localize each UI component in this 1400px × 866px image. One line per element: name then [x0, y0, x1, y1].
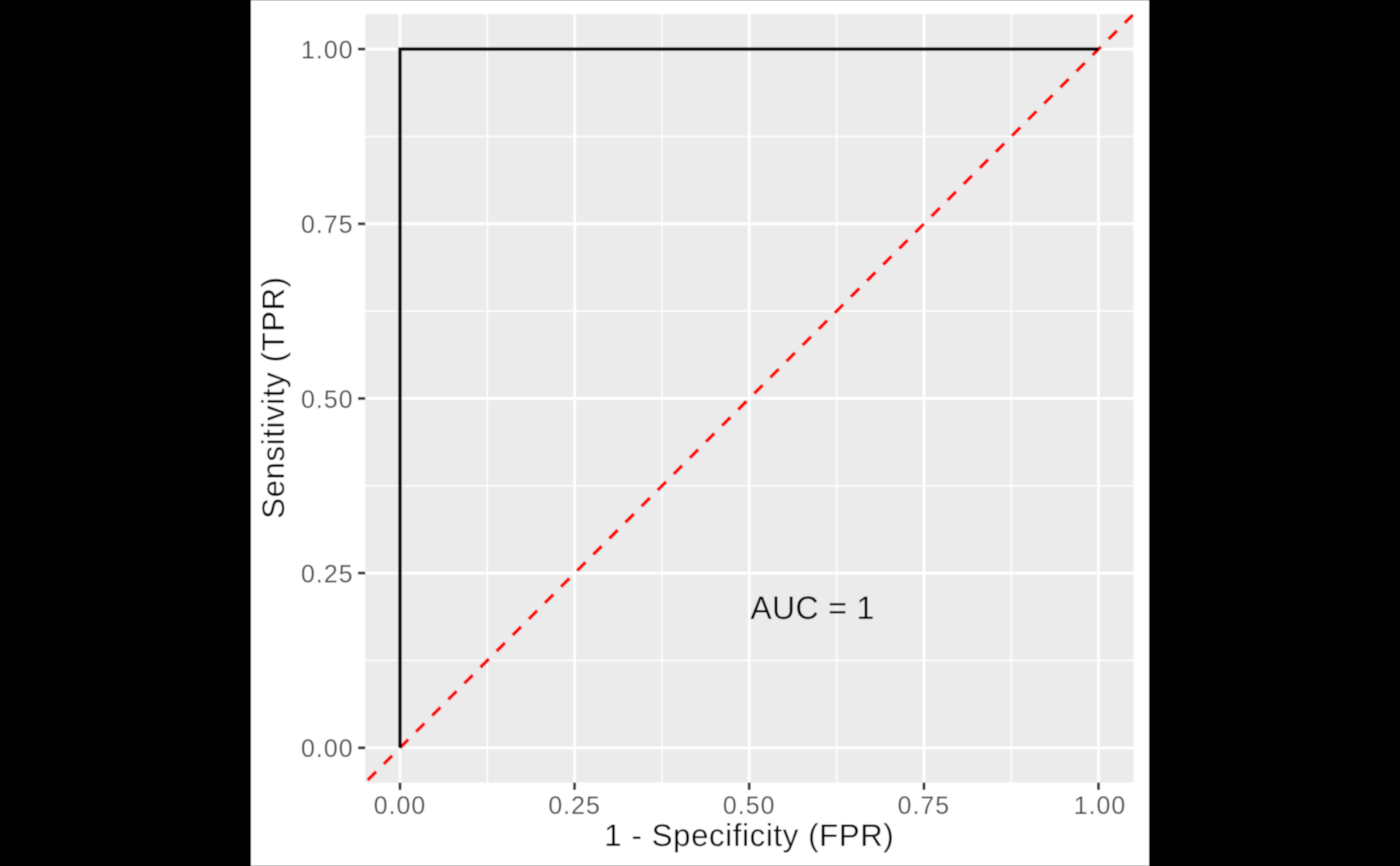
svg-text:0.00: 0.00: [301, 736, 354, 763]
svg-text:0.75: 0.75: [301, 212, 354, 239]
svg-text:0.75: 0.75: [898, 793, 951, 820]
svg-text:0.50: 0.50: [723, 793, 776, 820]
svg-text:0.25: 0.25: [548, 793, 601, 820]
svg-text:0.50: 0.50: [301, 387, 354, 414]
svg-text:1.00: 1.00: [1074, 793, 1127, 820]
svg-text:AUC = 1: AUC = 1: [750, 590, 874, 626]
svg-text:0.00: 0.00: [374, 793, 427, 820]
svg-text:0.25: 0.25: [301, 561, 354, 588]
svg-text:1.00: 1.00: [301, 37, 354, 64]
svg-text:Sensitivity (TPR): Sensitivity (TPR): [256, 276, 291, 519]
svg-text:1 - Specificity (FPR): 1 - Specificity (FPR): [604, 818, 894, 853]
